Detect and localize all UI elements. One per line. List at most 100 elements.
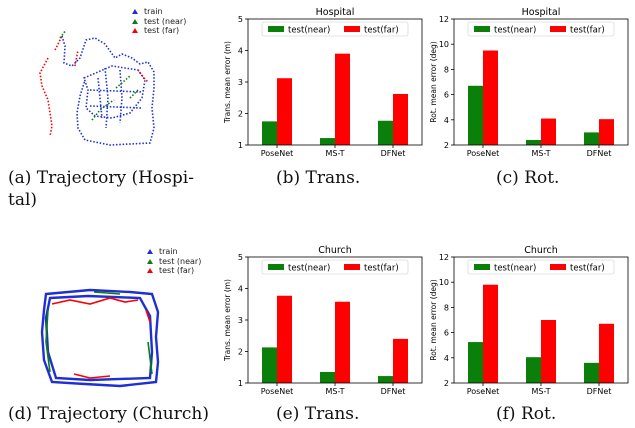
test-far-trajectory [51,297,151,379]
y-tick-label: 6 [444,91,449,100]
y-tick-label: 12 [439,253,449,262]
legend-label: test(far) [570,26,605,36]
train-trajectory [61,35,155,146]
bar-near [378,376,393,383]
legend-label: test (near) [159,256,202,266]
y-axis-label: Trans. mean error (m) [223,279,232,362]
y-tick-label: 4 [444,116,449,125]
bar-near [378,120,393,145]
y-axis-label: Trans. mean error (m) [223,41,232,124]
chart-legend: test(near) test(far) [467,259,615,275]
x-tick-label: DFNet [587,149,612,158]
plot-frame [247,256,423,384]
y-tick-label: 2 [444,379,449,388]
legend-swatch-far [344,264,360,270]
x-tick-label: PoseNet [261,387,294,396]
test-near-trajectory [59,29,139,121]
bar-far [599,323,614,383]
legend-swatch-near [474,26,490,32]
chart-title: Hospital [522,7,561,18]
near-marker-icon [147,258,153,264]
y-axis-label: Rot. mean error (deg) [429,279,438,360]
bar-far [393,93,408,145]
legend-label: train [144,7,163,16]
hospital-rot-chart: Hospital Rot. mean error (deg) 2 4 6 8 10 12 Pos… [429,7,629,158]
x-tick-label: MS-T [531,149,550,158]
legend-box [467,259,615,275]
legend-box [467,21,615,37]
y-tick-label: 4 [444,354,449,363]
bar-near [320,138,335,145]
chart-legend: test(near) test(far) [261,259,409,275]
x-tick-label: PoseNet [467,387,500,396]
bar-far [599,119,614,145]
legend-box [261,259,409,275]
x-tick-label: MS-T [325,387,344,396]
train-marker-icon [132,9,138,15]
caption-f: (f) Rot. [496,404,557,424]
plot-frame [453,256,629,384]
legend-swatch-far [550,264,566,270]
y-tick-label: 8 [444,65,449,74]
far-marker-icon [132,28,138,34]
bar-far [483,50,498,145]
church-legend: train test (near) test (far) [147,247,201,276]
train-trajectory [40,288,160,388]
test-near-trajectory [45,291,153,375]
x-tick-label: DFNet [381,387,406,396]
bar-far [277,295,292,383]
chart-legend: test(near) test(far) [261,21,409,37]
legend-swatch-far [550,26,566,32]
legend-swatch-near [474,264,490,270]
train-marker-icon [147,249,153,255]
bar-far [541,320,556,383]
bar-near [468,342,483,383]
y-tick-label: 3 [238,316,243,325]
y-tick-label: 10 [439,40,449,49]
legend-label: test(near) [288,26,330,36]
near-marker-icon [132,18,138,24]
caption-a-cont: tal) [8,190,38,210]
bar-near [320,371,335,383]
chart-title: Church [318,245,352,256]
hospital-trajectory-plot [39,29,155,146]
y-tick-label: 5 [238,253,243,262]
legend-label: test(near) [494,26,536,36]
legend-swatch-near [268,264,284,270]
y-tick-label: 2 [238,110,243,119]
chart-title: Church [524,245,558,256]
church-trans-chart: Church Trans. mean error (m) 1 2 3 4 5 PoseNet M… [223,245,423,396]
plot-frame [453,18,629,146]
caption-c: (c) Rot. [496,168,560,188]
y-tick-label: 1 [238,379,243,388]
plot-frame [247,18,423,146]
bar-near [468,85,483,145]
legend-swatch-near [268,26,284,32]
legend-box [261,21,409,37]
bar-near [584,362,599,383]
hospital-trans-chart: Hospital Trans. mean error (m) 1 2 3 4 5 PoseNe… [223,7,423,158]
x-tick-label: PoseNet [467,149,500,158]
test-far-trajectory [39,35,149,137]
chart-legend: test(near) test(far) [467,21,615,37]
far-marker-icon [147,268,153,274]
x-tick-label: MS-T [325,149,344,158]
legend-label: test (far) [159,266,195,275]
bar-near [262,121,277,145]
legend-label: test(far) [364,264,399,274]
caption-e: (e) Trans. [276,404,360,424]
caption-a: (a) Trajectory (Hospi- [8,168,194,188]
y-tick-label: 1 [238,141,243,150]
chart-title: Hospital [316,7,355,18]
x-tick-label: MS-T [531,387,550,396]
y-tick-label: 6 [444,329,449,338]
y-axis-label: Rot. mean error (deg) [429,41,438,122]
hospital-legend: train test (near) test (far) [132,7,186,36]
y-tick-label: 12 [439,15,449,24]
legend-label: test (near) [144,16,187,26]
y-tick-label: 3 [238,78,243,87]
y-tick-label: 2 [444,141,449,150]
bar-far [541,118,556,145]
y-tick-label: 4 [238,47,243,56]
x-tick-label: DFNet [587,387,612,396]
